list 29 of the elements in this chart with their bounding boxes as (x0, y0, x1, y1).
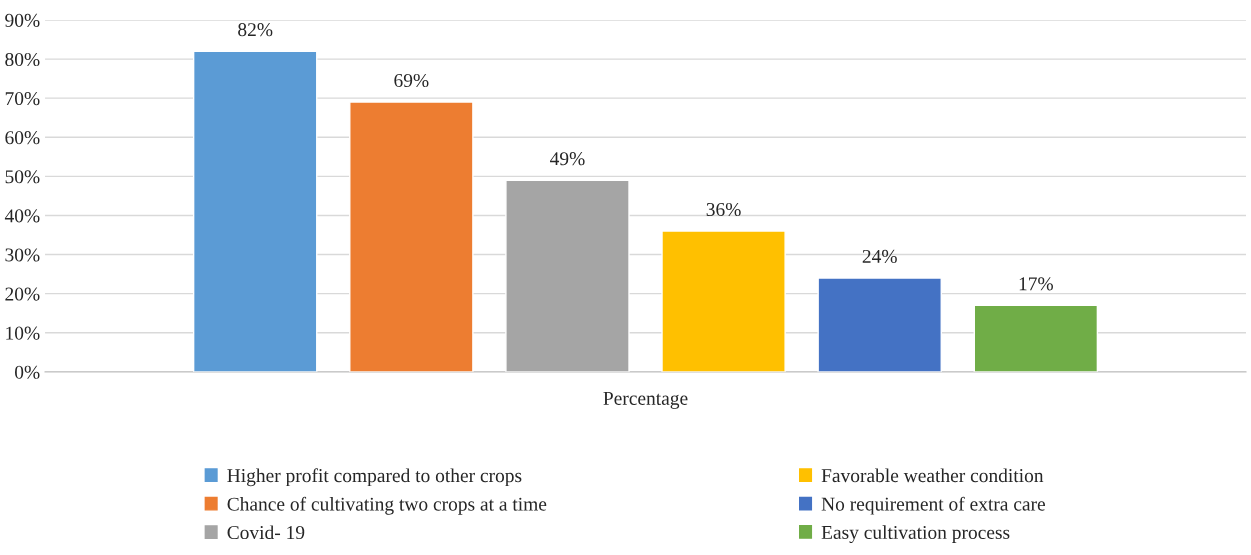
data-label: 36% (706, 202, 741, 217)
bar (192, 50, 318, 372)
bar (973, 304, 1099, 372)
legend-label: Easy cultivation process (821, 525, 1010, 543)
bar (817, 277, 942, 372)
legend-label: Covid- 19 (227, 525, 305, 540)
y-tick-label: 60% (5, 131, 40, 145)
legend-label: No requirement of extra care (821, 496, 1045, 515)
legend-label: Chance of cultivating two crops at a time (227, 496, 547, 515)
data-label: 49% (550, 152, 585, 166)
y-tick-label: 50% (5, 170, 40, 184)
y-tick-label: 90% (5, 13, 40, 27)
y-tick-label: 20% (5, 287, 40, 301)
y-tick-label: 0% (15, 365, 40, 379)
data-label: 69% (394, 73, 429, 88)
y-tick-label: 10% (6, 326, 40, 340)
data-label: 17% (1019, 277, 1053, 291)
legend-label: Higher profit compared to other crops (227, 468, 522, 487)
bar (349, 101, 474, 372)
data-label: 24% (862, 249, 897, 264)
y-tick-label: 70% (5, 91, 40, 106)
bar (505, 179, 630, 372)
legend-label: Favorable weather condition (821, 468, 1044, 483)
bar (661, 230, 786, 372)
y-tick-label: 80% (5, 52, 40, 67)
y-tick-label: 40% (4, 209, 40, 223)
x-tick-label: Percentage (603, 392, 688, 409)
y-tick-label: 30% (5, 248, 40, 262)
data-label: 82% (238, 23, 273, 37)
